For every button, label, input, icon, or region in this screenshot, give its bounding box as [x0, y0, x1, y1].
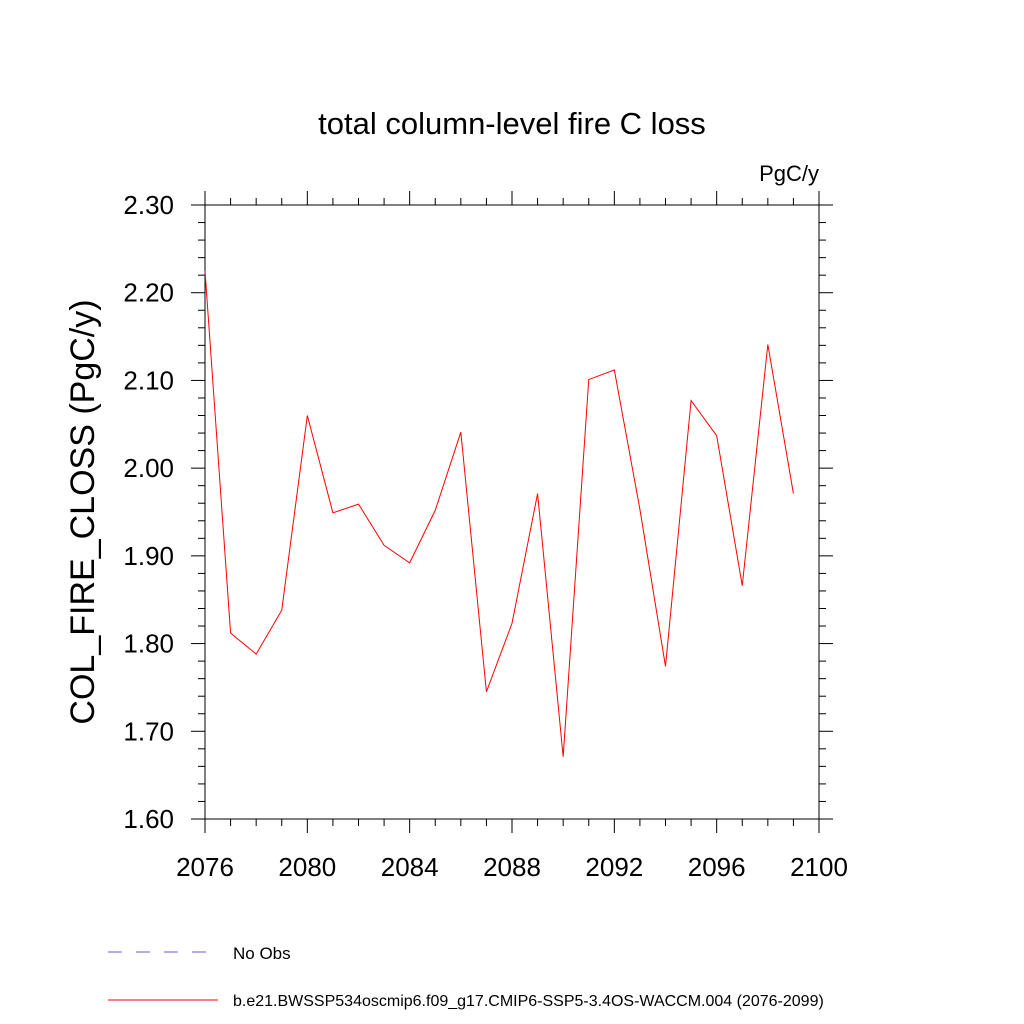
y-tick-label: 1.80	[123, 629, 174, 659]
plot-area	[204, 204, 820, 820]
x-tick-label: 2100	[790, 852, 848, 882]
y-tick-label: 1.60	[123, 804, 174, 834]
x-tick-label: 2076	[176, 852, 234, 882]
y-axis-tick-labels: 1.60 1.70 1.80 1.90 2.00 2.10 2.20 2.30	[123, 190, 174, 834]
chart-title: total column-level fire C loss	[318, 106, 706, 141]
y-tick-label: 2.10	[123, 365, 174, 395]
y-tick-label: 2.30	[123, 190, 174, 220]
y-tick-label: 1.70	[123, 716, 174, 746]
units-label: PgC/y	[759, 161, 819, 186]
x-tick-label: 2084	[381, 852, 439, 882]
y-tick-label: 2.00	[123, 453, 174, 483]
x-tick-label: 2096	[688, 852, 746, 882]
x-axis-tick-labels: 2076 2080 2084 2088 2092 2096 2100	[176, 852, 848, 882]
x-axis-ticks	[204, 191, 820, 833]
y-axis-label: COL_FIRE_CLOSS (PgC/y)	[64, 299, 102, 724]
legend: No Obs b.e21.BWSSP534oscmip6.f09_g17.CMI…	[108, 944, 824, 1010]
y-axis-ticks	[191, 204, 833, 820]
legend-label-no-obs: No Obs	[233, 944, 291, 963]
x-tick-label: 2088	[483, 852, 541, 882]
legend-label-model: b.e21.BWSSP534oscmip6.f09_g17.CMIP6-SSP5…	[233, 993, 824, 1010]
x-tick-label: 2092	[585, 852, 643, 882]
y-tick-label: 2.20	[123, 278, 174, 308]
series-layer	[204, 270, 794, 757]
x-tick-label: 2080	[278, 852, 336, 882]
y-tick-label: 1.90	[123, 541, 174, 571]
series-line	[204, 270, 794, 757]
